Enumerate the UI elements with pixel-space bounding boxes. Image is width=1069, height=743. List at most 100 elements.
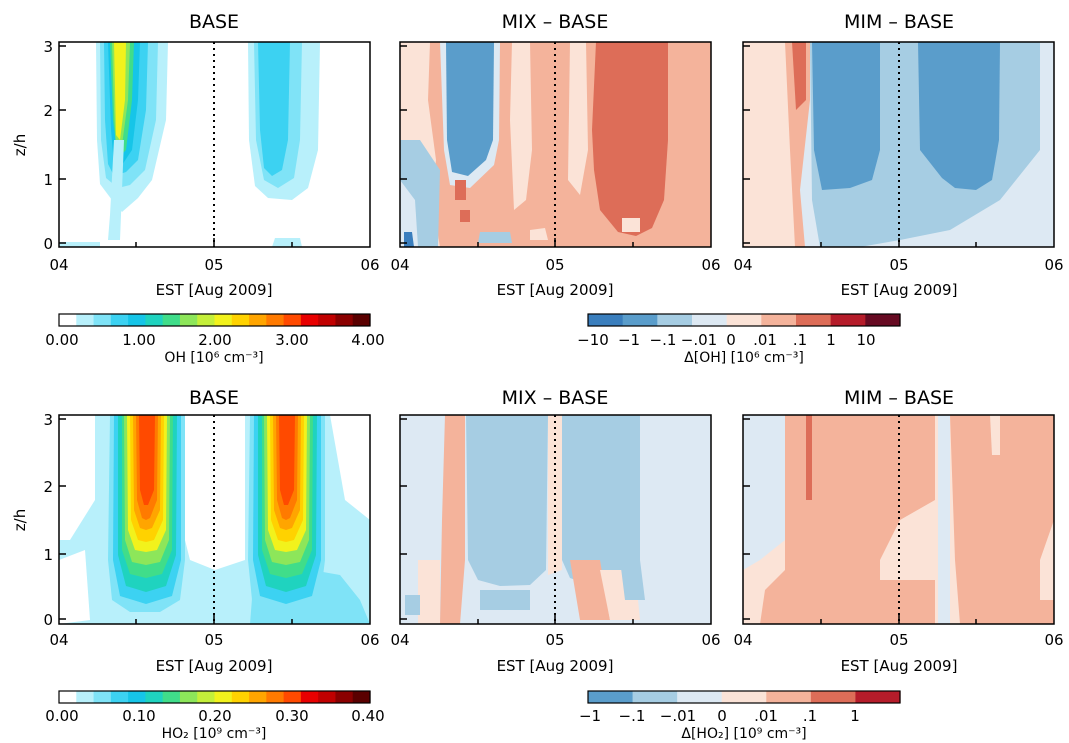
colorbar-tick-label: 10 [856,331,875,349]
contour-field [743,42,1054,247]
x-tick-label: 04 [733,256,752,274]
x-axis-label: EST [Aug 2009] [841,657,958,675]
colorbar-label: OH [10⁶ cm⁻³] [164,350,263,366]
colorbar-swatch [657,314,693,326]
colorbar-tick-label: .01 [753,331,777,349]
colorbar-swatch [249,691,267,703]
colorbar-swatch [865,314,901,326]
x-tick-label: 06 [1044,256,1063,274]
x-tick-label: 05 [545,631,564,649]
colorbar-swatches [59,691,371,703]
x-axis-label: EST [Aug 2009] [841,281,958,299]
contour-field [59,42,370,247]
colorbar-swatch [197,691,216,703]
colorbar-swatch [796,314,832,326]
colorbar-swatch [59,314,77,326]
colorbar-swatch [197,314,216,326]
x-tick-label: 04 [733,631,752,649]
x-tick-label: 05 [204,631,223,649]
colorbar-swatch [179,691,198,703]
colorbar-swatches [588,314,901,326]
y-tick-label: 3 [43,411,53,429]
x-tick-label: 04 [390,631,409,649]
colorbar-swatch [677,691,723,703]
colorbar-swatch [162,691,181,703]
x-tick-label: 04 [390,256,409,274]
colorbar-swatch [300,314,319,326]
colorbar-swatch [721,691,767,703]
x-tick-label: 06 [701,631,720,649]
colorbar-swatch [726,314,762,326]
y-tick-label: 2 [43,478,53,496]
colorbar-oh-diff: −10 −1 −.1 −.01 0 .01 .1 1 10 Δ[OH] [10⁶… [577,313,901,366]
colorbar-swatch [145,691,164,703]
colorbar-swatch [622,314,658,326]
colorbar-swatch [214,691,233,703]
y-axis-label: z/h [11,134,29,156]
colorbar-swatch [93,691,112,703]
x-tick-label: 06 [360,256,379,274]
x-axis-label: EST [Aug 2009] [497,657,614,675]
colorbar-swatch [266,691,285,703]
colorbar-swatch [692,314,728,326]
y-tick-label: 0 [43,611,53,629]
colorbar-swatch [283,314,302,326]
colorbar-tick-label: 1.00 [122,331,155,349]
x-axis-label: EST [Aug 2009] [156,281,273,299]
colorbar-swatch [318,691,337,703]
colorbar-swatch [266,314,285,326]
colorbar-swatch [128,691,146,703]
colorbar-swatch [632,691,678,703]
contour-field [400,415,711,624]
x-tick-label: 04 [49,631,68,649]
colorbar-swatch [110,691,129,703]
colorbar-swatch [162,314,181,326]
colorbar-tick-label: .1 [803,707,817,725]
colorbar-swatch [76,314,95,326]
panel-title: MIM – BASE [844,11,954,33]
colorbar-swatch [128,314,146,326]
colorbar-tick-label: −.01 [660,707,696,725]
colorbar-swatch [855,691,901,703]
y-tick-label: 2 [43,102,53,120]
colorbar-swatches [588,691,901,703]
colorbar-tick-label: 0.00 [45,331,78,349]
colorbar-ho2-diff: −1 −.1 −.01 0 .01 .1 1 Δ[HO₂] [10⁹ cm⁻³] [579,690,901,742]
colorbar-tick-label: 0 [717,707,727,725]
colorbar-tick-label: .1 [793,331,807,349]
panel-title: MIX – BASE [502,387,609,409]
colorbar-swatch [59,691,77,703]
colorbar-tick-label: −10 [577,331,609,349]
colorbar-tick-label: 0.00 [45,707,78,725]
colorbar-swatch [588,314,624,326]
panel-title: BASE [189,11,239,33]
x-tick-label: 06 [360,631,379,649]
colorbar-tick-label: −.1 [619,707,646,725]
contour-field [59,415,370,624]
colorbar-tick-label: −1 [618,331,640,349]
colorbar-tick-label: −.01 [681,331,717,349]
colorbar-swatch [179,314,198,326]
colorbar-swatch [283,691,302,703]
x-tick-label: 06 [701,256,720,274]
panel-title: MIM – BASE [844,387,954,409]
x-tick-label: 05 [545,256,564,274]
colorbar-label: Δ[OH] [10⁶ cm⁻³] [684,350,804,366]
colorbar-swatch [335,691,354,703]
x-axis-label: EST [Aug 2009] [497,281,614,299]
colorbar-tick-label: −1 [579,707,601,725]
x-tick-label: 05 [889,631,908,649]
colorbar-tick-label: 1 [850,707,860,725]
y-tick-label: 0 [43,235,53,253]
colorbar-tick-label: −.1 [650,331,677,349]
x-tick-label: 04 [49,256,68,274]
y-tick-label: 1 [43,171,53,189]
panel-title: MIX – BASE [502,11,609,33]
colorbar-swatch [110,314,129,326]
panel-oh-mim-diff: MIM – BASE 04 05 06 EST [Aug 2009] [733,11,1063,299]
colorbar-swatch [588,691,634,703]
colorbar-swatch [214,314,233,326]
colorbar-swatch [300,691,319,703]
panel-title: BASE [189,387,239,409]
